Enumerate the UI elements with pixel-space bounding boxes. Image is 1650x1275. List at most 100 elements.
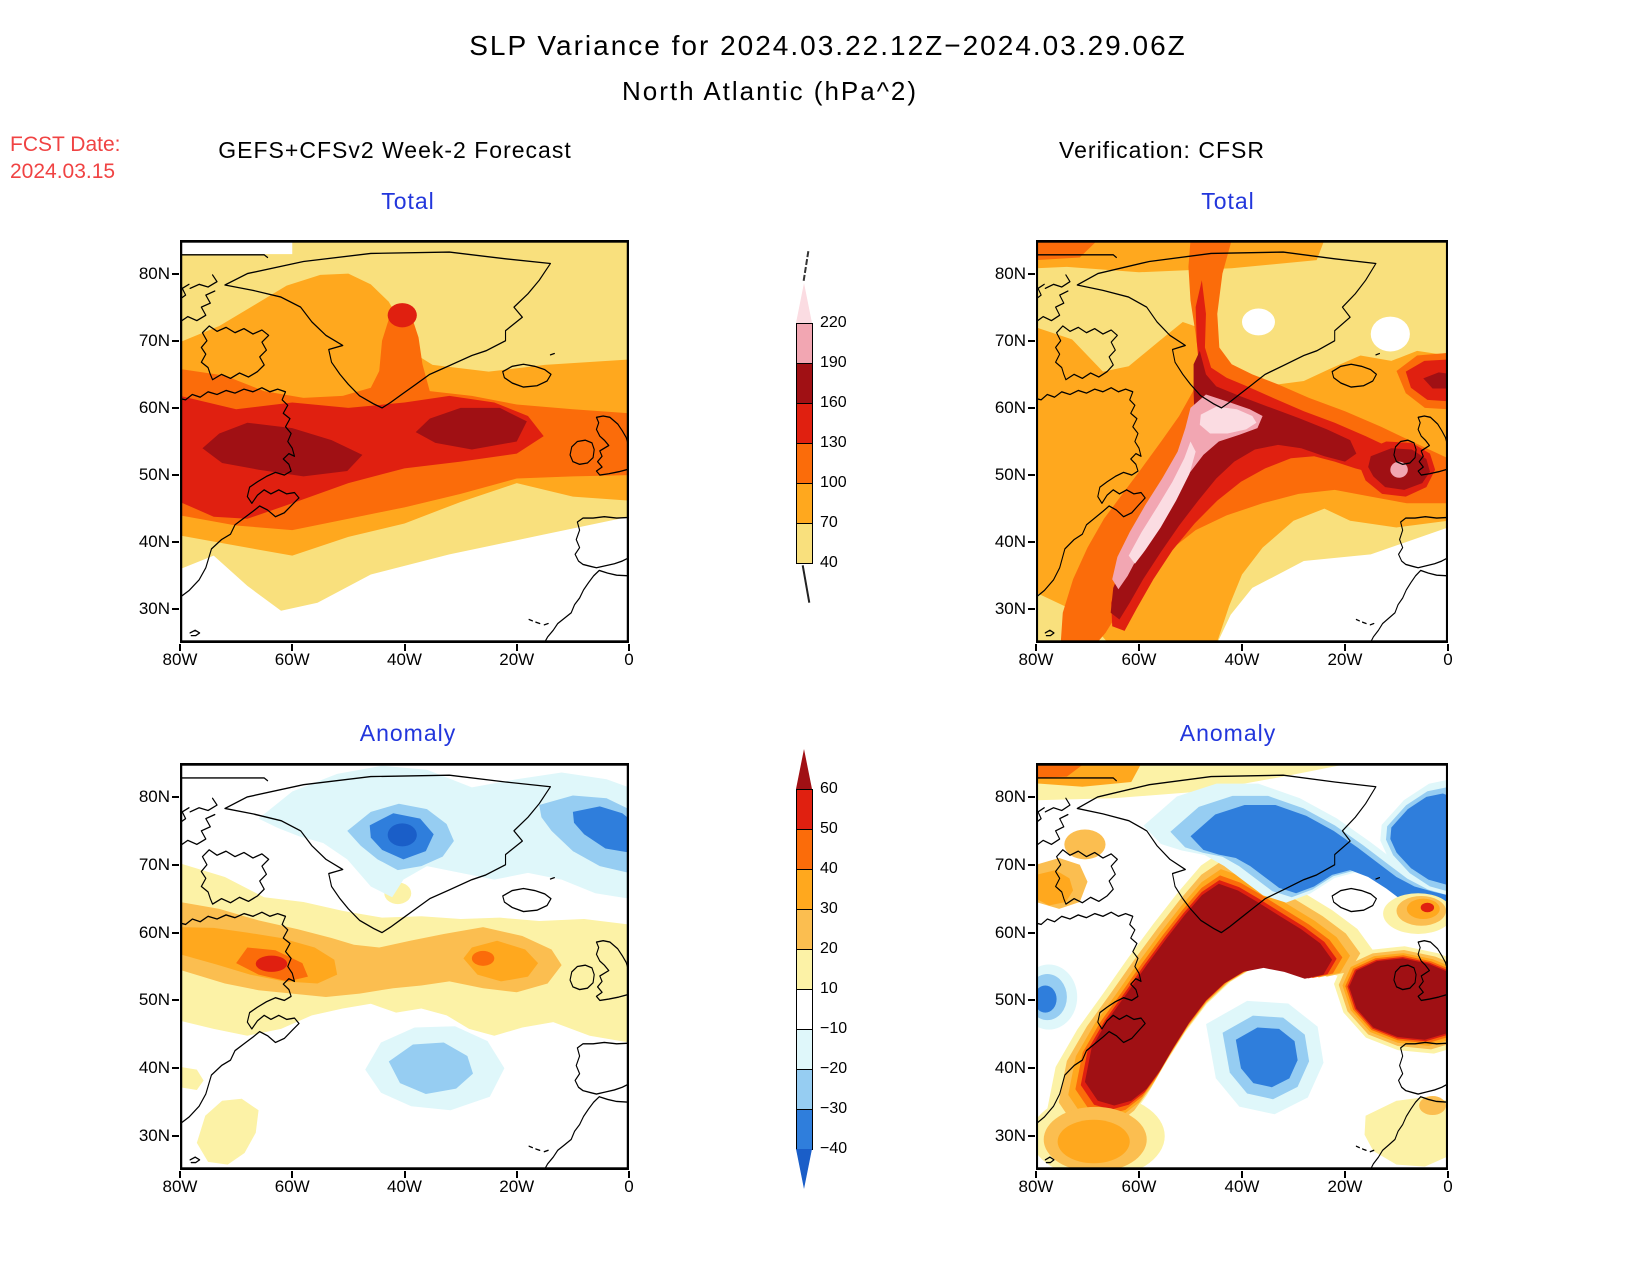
colorbar-label: −40 xyxy=(820,1140,848,1157)
colorbar-label: 70 xyxy=(820,514,838,531)
lon-tick-label: 60W xyxy=(1121,1177,1157,1196)
colorbar-tail-bottom xyxy=(801,565,810,603)
lon-tick-mark xyxy=(1035,1171,1037,1178)
lon-tick-mark xyxy=(1447,1171,1449,1178)
lon-tick-mark xyxy=(179,644,181,651)
anom-left-patch-upper xyxy=(1064,829,1106,860)
lat-tick-label: 80N xyxy=(994,786,1026,806)
lat-tick-label: 40N xyxy=(138,1058,170,1078)
colorbar-segment xyxy=(796,989,813,1030)
lon-tick-label: 80W xyxy=(162,650,198,669)
lon-tick-mark xyxy=(291,1171,294,1178)
colorbar-segment xyxy=(796,829,813,870)
contour-ge160-east xyxy=(415,407,527,450)
lat-tick-label: 50N xyxy=(994,990,1026,1010)
lat-tick-label: 30N xyxy=(138,1126,170,1146)
colorbar-segment xyxy=(796,403,813,444)
lat-tick-label: 70N xyxy=(994,854,1026,874)
map-verification-anomaly xyxy=(1036,763,1448,1170)
lon-tick-label: 80W xyxy=(1018,650,1054,669)
colorbar-segment xyxy=(796,1109,813,1150)
lat-tick-mark xyxy=(1028,339,1035,342)
colorbar-label: 100 xyxy=(820,474,847,491)
lat-tick-mark xyxy=(172,541,179,544)
colorbar-segment xyxy=(796,869,813,910)
lat-tick-mark xyxy=(172,339,179,342)
contour-ge220-diagonal xyxy=(1128,441,1196,564)
lat-tick-label: 40N xyxy=(994,1058,1026,1078)
colorbar-segment xyxy=(796,949,813,990)
anom-ge10-west-patch xyxy=(180,1066,204,1090)
lon-tick-mark xyxy=(403,1171,406,1178)
map-forecast-anomaly xyxy=(180,763,629,1170)
contour-band xyxy=(1190,805,1448,920)
map-border xyxy=(180,763,629,1170)
colorbar-segment xyxy=(796,1029,813,1070)
colorbar-label: 60 xyxy=(820,780,838,797)
anom-len20-south xyxy=(388,1042,473,1095)
contour-band xyxy=(1235,1027,1298,1088)
lon-tick-label: 40W xyxy=(387,650,422,669)
lat-tick-label: 60N xyxy=(994,397,1026,417)
contour-ge190-ireland-spot xyxy=(1390,461,1408,478)
lon-tick-mark xyxy=(1241,644,1243,651)
panel-title-verification-anomaly: Anomaly xyxy=(1179,720,1277,746)
lat-tick-label: 70N xyxy=(994,330,1026,350)
lon-tick-mark xyxy=(1138,644,1140,651)
anom-sw-blob-core xyxy=(1057,1119,1130,1164)
contour-ge130-greenland-spot xyxy=(387,303,417,328)
anomaly-warm-x-band xyxy=(1046,850,1448,1144)
colorbar-segment xyxy=(796,523,813,564)
anomaly-negative-north xyxy=(1143,779,1448,924)
lon-tick-label: 40W xyxy=(1224,1177,1260,1196)
lat-tick-label: 80N xyxy=(994,263,1026,283)
contour-ge160-main xyxy=(1110,350,1357,620)
lon-tick-label: 60W xyxy=(274,1177,310,1196)
lat-tick-mark xyxy=(172,863,179,866)
lat-tick-mark xyxy=(1028,608,1035,611)
lat-tick-mark xyxy=(172,795,179,798)
lat-tick-label: 50N xyxy=(138,465,170,485)
contour-ge220-greenland xyxy=(1199,406,1257,434)
panel-title-verification-total: Total xyxy=(1201,188,1255,214)
map-border xyxy=(1036,763,1448,1170)
colorbar-label: 50 xyxy=(820,820,838,837)
lon-tick-mark xyxy=(515,644,518,651)
left-column-subtitle: GEFS+CFSv2 Week-2 Forecast xyxy=(218,137,572,163)
colorbar-arrow-up xyxy=(796,749,812,789)
polar-white-strip xyxy=(180,240,293,255)
lon-tick-label: 20W xyxy=(1327,1177,1363,1196)
lon-tick-label: 60W xyxy=(1121,650,1157,669)
lat-tick-mark xyxy=(1028,999,1035,1002)
anom-se-spot xyxy=(1419,1096,1446,1116)
lat-tick-label: 40N xyxy=(138,532,170,552)
lat-tick-mark xyxy=(1028,1067,1035,1070)
lat-tick-mark xyxy=(1028,272,1035,275)
lat-tick-label: 60N xyxy=(138,397,170,417)
lat-tick-label: 30N xyxy=(994,1126,1026,1146)
colorbar-label: 190 xyxy=(820,354,847,371)
contour-band xyxy=(1390,793,1448,886)
lat-tick-label: 60N xyxy=(138,922,170,942)
colorbar-label: 160 xyxy=(820,394,847,411)
lat-tick-label: 30N xyxy=(994,599,1026,619)
low-variance-patch-1 xyxy=(1242,308,1275,336)
contour-ge160-west xyxy=(202,422,363,477)
lat-tick-label: 80N xyxy=(138,263,170,283)
anom-len40-core xyxy=(387,823,417,847)
colorbar-segment xyxy=(796,789,813,830)
colorbar-label: −10 xyxy=(820,1020,848,1037)
panel-title-forecast-anomaly: Anomaly xyxy=(359,720,457,746)
lat-tick-label: 50N xyxy=(994,465,1026,485)
lon-tick-mark xyxy=(1447,644,1449,651)
low-variance-southeast xyxy=(1217,527,1448,643)
colorbar-arrow-down xyxy=(796,1149,812,1189)
lat-tick-label: 80N xyxy=(138,786,170,806)
lat-tick-mark xyxy=(1028,474,1035,477)
fcst-date-label: FCST Date: xyxy=(10,133,121,156)
anom-ge50-core xyxy=(255,955,288,972)
colorbar-label: 220 xyxy=(820,314,847,331)
colorbar-label: 40 xyxy=(820,554,838,571)
colorbar-tail-top xyxy=(802,251,809,281)
